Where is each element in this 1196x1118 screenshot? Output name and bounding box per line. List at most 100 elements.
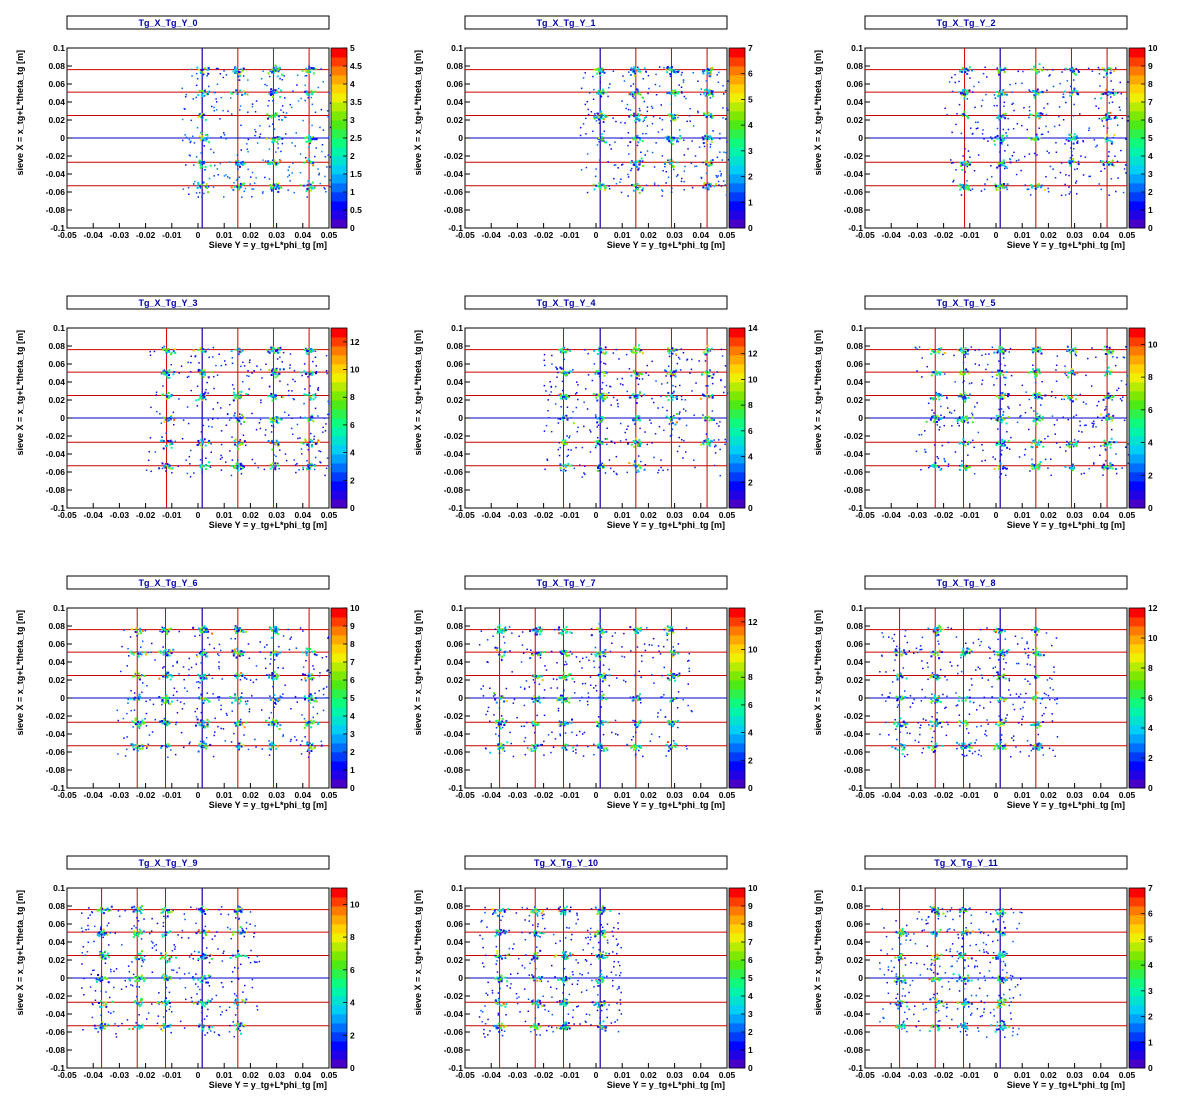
hist-bin [1000, 115, 1003, 118]
x-tick-label: 0 [994, 230, 999, 240]
hist-bin [1005, 474, 1007, 476]
hist-bin [273, 159, 276, 162]
hist-bin [587, 113, 590, 116]
hist-bin [247, 748, 250, 751]
hist-bin [645, 116, 647, 118]
hist-bin [967, 353, 969, 355]
y-axis-label: sieve X = x_tg+L*theta_tg [m] [15, 330, 25, 456]
hist-bin [640, 349, 643, 352]
hist-bin [661, 189, 663, 191]
hist-bin [242, 361, 244, 364]
hist-bin [1030, 114, 1033, 116]
hist-bin [636, 465, 638, 467]
hist-bin [661, 128, 663, 131]
z-tick-label: 0 [350, 503, 355, 513]
hist-bin [269, 467, 272, 470]
hist-bin [974, 363, 977, 365]
hist-bin [682, 352, 685, 354]
hist-bin [305, 393, 308, 396]
hist-bin [554, 403, 557, 405]
hist-bin [667, 159, 669, 161]
hist-bin [1037, 419, 1040, 422]
hist-bin [203, 192, 205, 195]
hist-bin [709, 350, 712, 352]
hist-bin [167, 699, 170, 702]
hist-bin [1053, 424, 1056, 426]
hist-bin [309, 349, 312, 352]
hist-bin [570, 449, 572, 451]
hist-bin [576, 430, 578, 433]
hist-bin [657, 471, 659, 474]
hist-bin [163, 717, 166, 720]
hist-bin [170, 749, 172, 751]
hist-bin [204, 464, 207, 467]
hist-bin [651, 397, 653, 400]
hist-bin [642, 160, 644, 162]
hist-bin [612, 396, 615, 399]
hist-bin [226, 714, 228, 716]
hist-bin [985, 368, 987, 371]
hist-bin [993, 140, 996, 142]
hist-bin [958, 416, 961, 419]
data-points [579, 66, 730, 197]
hist-bin [199, 347, 202, 349]
hist-bin [326, 110, 329, 112]
hist-bin [670, 375, 672, 378]
hist-bin [310, 347, 313, 350]
hist-bin [660, 466, 662, 469]
hist-bin [201, 137, 204, 140]
hist-bin [200, 152, 202, 154]
hist-bin [182, 419, 185, 421]
hist-bin [660, 459, 662, 461]
hist-bin [565, 373, 568, 376]
hist-bin [268, 100, 270, 102]
hist-bin [672, 396, 674, 399]
hist-bin [202, 440, 205, 443]
hist-bin [561, 441, 564, 444]
hist-bin [562, 469, 565, 472]
hist-bin [1034, 376, 1037, 379]
color-scale-band [331, 75, 347, 85]
hist-bin [1080, 155, 1082, 157]
hist-bin [1050, 474, 1052, 476]
hist-bin [275, 113, 278, 116]
hist-bin [175, 723, 177, 726]
hist-bin [259, 427, 262, 430]
hist-bin [255, 428, 258, 431]
x-tick-label: 0.03 [1066, 230, 1083, 240]
z-tick-label: 4 [350, 79, 355, 89]
hist-bin [238, 350, 241, 353]
hist-bin [961, 421, 964, 424]
hist-bin [321, 657, 324, 659]
hist-bin [716, 371, 719, 373]
hist-bin [1007, 440, 1010, 443]
x-axis-label: Sieve Y = y_tg+L*phi_tg [m] [1007, 240, 1125, 250]
color-scale: 00.511.522.533.544.55 [330, 43, 362, 233]
hist-bin [961, 89, 964, 92]
hist-bin [307, 348, 310, 351]
hist-bin [206, 75, 208, 77]
hist-bin [1120, 92, 1122, 95]
hist-bin [320, 745, 323, 747]
hist-bin [719, 132, 721, 135]
hist-bin [299, 172, 302, 174]
hist-bin [1065, 139, 1068, 141]
hist-bin [718, 184, 720, 186]
hist-bin [1083, 472, 1085, 475]
hist-bin [592, 75, 594, 78]
hist-bin [965, 183, 968, 186]
hist-bin [1100, 97, 1103, 100]
hist-bin [203, 145, 205, 147]
color-scale-band [1129, 481, 1145, 491]
hist-bin [701, 373, 704, 376]
hist-bin [961, 168, 964, 171]
hist-bin [604, 363, 607, 365]
hist-bin [323, 187, 325, 189]
hist-bin [1006, 188, 1008, 191]
hist-bin [247, 643, 250, 645]
hist-bin [236, 178, 239, 180]
hist-bin [604, 472, 607, 474]
hist-bin [1119, 109, 1121, 111]
hist-bin [981, 379, 984, 381]
hist-bin [944, 107, 946, 110]
